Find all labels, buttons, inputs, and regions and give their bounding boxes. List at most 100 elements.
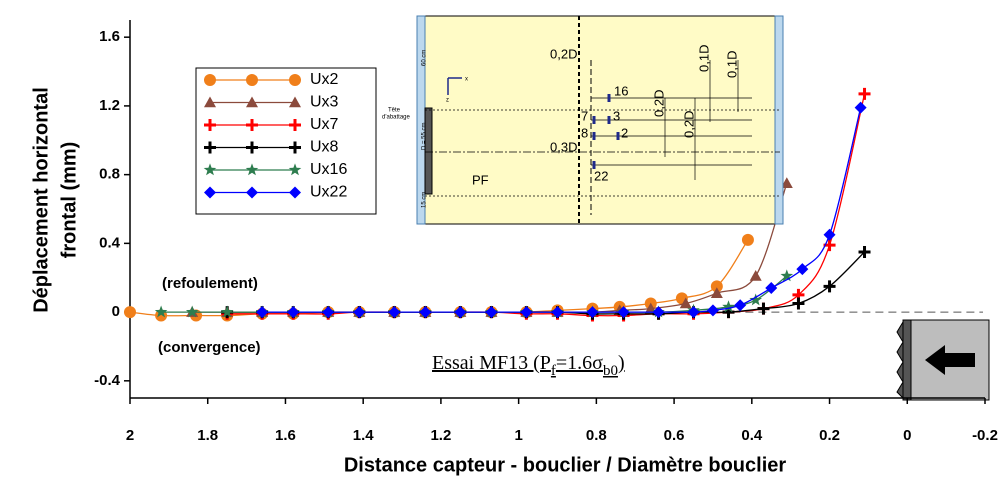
inset-label: 7 (581, 108, 588, 123)
point (485, 306, 498, 319)
x-tick-label: -0.2 (972, 427, 998, 444)
inset-label: 16 (614, 83, 628, 98)
point (796, 263, 809, 276)
inset-label: D = 55 cm (422, 122, 428, 150)
legend-label: Ux3 (310, 94, 339, 111)
test-label-part: =1.6σ (556, 352, 603, 374)
inset-axes (447, 77, 462, 95)
x-tick-label: 0 (903, 427, 911, 444)
point (710, 287, 723, 298)
inset-label: 0,1D (696, 45, 711, 72)
point (353, 306, 366, 319)
legend-label: Ux2 (310, 71, 339, 88)
point (741, 233, 754, 246)
inset-label: 2 (621, 125, 628, 140)
inset-label: 0,2D (550, 46, 577, 61)
inset-head (424, 107, 433, 195)
point (185, 305, 199, 318)
annotation: (refoulement) (162, 275, 258, 292)
legend-marker (289, 74, 301, 86)
point (710, 280, 723, 293)
legend-marker (204, 186, 216, 199)
legend-marker (289, 186, 301, 199)
inset-label: Tête (388, 108, 401, 114)
point (551, 306, 564, 319)
legend-marker (245, 163, 259, 176)
inset-label: 22 (594, 168, 608, 183)
point (220, 305, 234, 318)
point (749, 293, 762, 306)
legend-marker (289, 96, 301, 108)
y-tick-label: 0.8 (99, 166, 120, 183)
point (454, 306, 467, 319)
point (287, 306, 300, 319)
inset-label: x (465, 77, 468, 83)
legend-marker (203, 163, 217, 176)
inset-wall (774, 15, 784, 225)
legend-marker (289, 119, 301, 131)
point (322, 306, 335, 319)
test-label-part: f (551, 363, 556, 379)
inset-label: 0,2D (651, 90, 666, 117)
point (858, 87, 871, 100)
point (858, 245, 871, 258)
x-tick-label: 0.2 (819, 427, 840, 444)
x-tick-label: 1.2 (430, 427, 451, 444)
inset-label: 0,2D (681, 111, 696, 138)
y-axis-label: Déplacement horizontal (30, 87, 52, 313)
sensor (616, 132, 620, 140)
point (734, 299, 747, 312)
test-label: Essai MF13 (Pf=1.6σb0) (432, 352, 625, 380)
y-tick-label: 0 (112, 303, 120, 320)
legend-marker (288, 163, 302, 176)
inset-label: 0,3D (550, 139, 577, 154)
y-tick-label: 1.6 (99, 28, 120, 45)
sensor (592, 132, 596, 140)
x-tick-label: 0.6 (664, 427, 685, 444)
x-tick-label: 0.4 (741, 427, 763, 444)
point (617, 306, 630, 319)
sensor (607, 116, 611, 124)
series-line (227, 93, 866, 317)
x-tick-label: 0.8 (586, 427, 607, 444)
point (419, 306, 432, 319)
inset-label: 0,1D (724, 51, 739, 78)
point (687, 306, 700, 319)
legend-marker (246, 74, 258, 86)
point (388, 306, 401, 319)
legend-label: Ux16 (310, 161, 347, 178)
point (780, 177, 793, 189)
legend-marker (204, 141, 216, 154)
annotation: (convergence) (158, 339, 261, 356)
point (823, 280, 836, 293)
point (154, 305, 168, 318)
test-label-part: b0 (603, 363, 618, 379)
inset-label: d'abattage (382, 115, 411, 121)
point (780, 269, 794, 282)
x-axis-label: Distance capteur - bouclier / Diamètre b… (344, 454, 787, 476)
legend-box (195, 67, 377, 215)
series-line (227, 251, 865, 315)
inset-label: 3 (613, 108, 620, 123)
shield-icon (896, 319, 990, 401)
inset-label: 60 cm (422, 50, 428, 66)
y-tick-label: 1.2 (99, 97, 120, 114)
x-tick-label: 1.4 (353, 427, 375, 444)
point (792, 297, 805, 310)
legend-marker (204, 74, 216, 86)
sensor (592, 116, 596, 124)
point (854, 101, 867, 114)
point (765, 282, 778, 295)
point (722, 300, 735, 313)
test-label-part: ) (618, 352, 625, 374)
sensor (592, 161, 596, 169)
legend-label: Ux22 (310, 184, 347, 201)
inset-label: 8 (581, 125, 588, 140)
legend-marker (204, 96, 216, 108)
point (679, 297, 692, 309)
point (256, 306, 269, 319)
sensor (607, 94, 611, 102)
legend-marker (204, 119, 216, 131)
legend-label: Ux7 (310, 116, 339, 133)
